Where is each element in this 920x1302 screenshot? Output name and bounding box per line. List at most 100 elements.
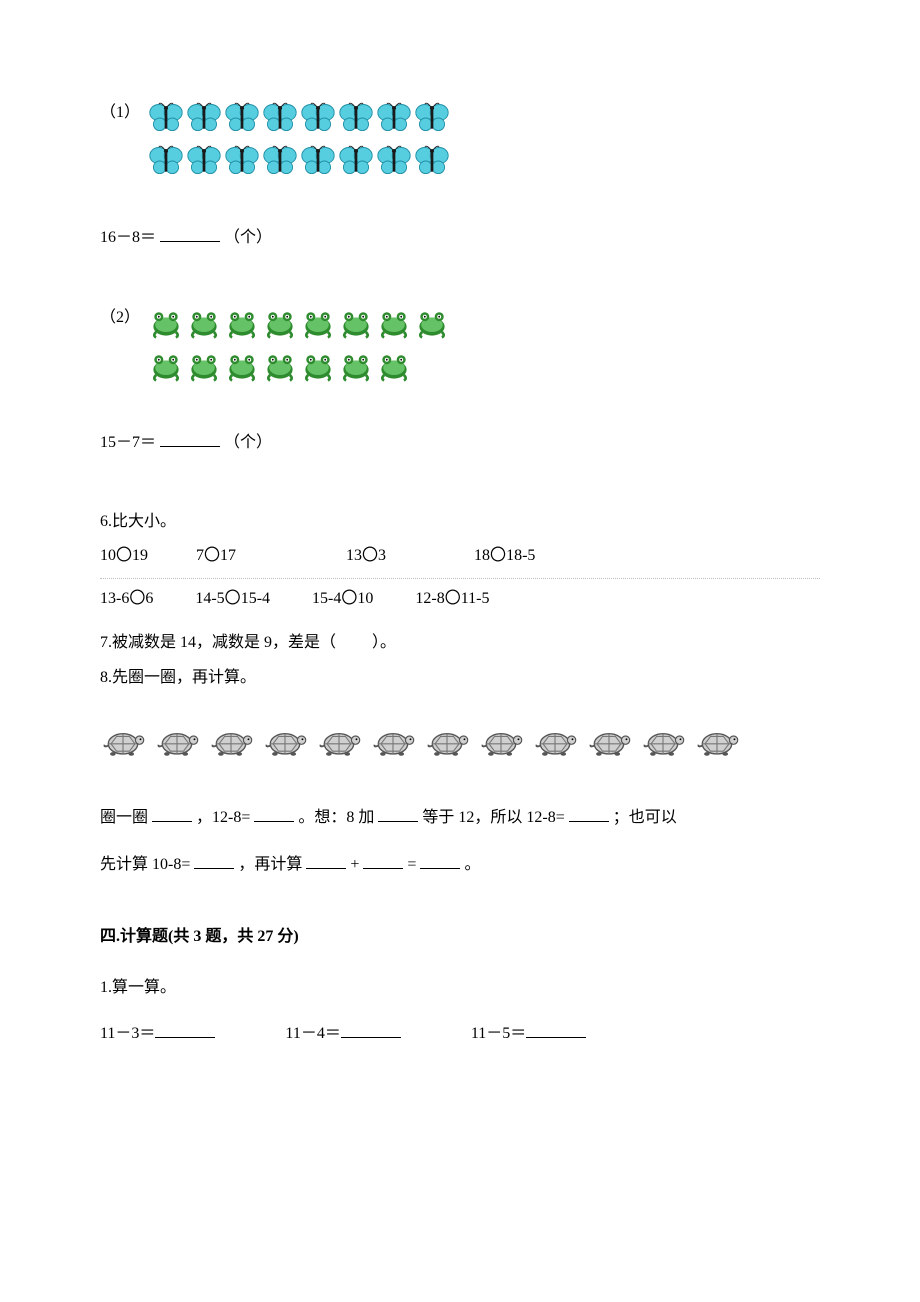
turtle-icon: [532, 719, 578, 770]
q8-blank6[interactable]: [306, 852, 346, 869]
q7-line: 7.被减数是 14，减数是 9，差是（ ）。: [100, 625, 820, 660]
compare-item: 7〇17: [196, 540, 236, 572]
compare-right: 3: [378, 547, 386, 564]
compare-left: 13-6: [100, 590, 129, 607]
butterfly-icon: [300, 143, 336, 184]
q8-l2d: =: [407, 856, 416, 873]
frog-row: [148, 348, 450, 389]
q6-row2: 13-6〇614-5〇15-415-4〇1012-8〇11-5: [100, 583, 820, 615]
butterfly-icon: [262, 143, 298, 184]
frog-icon: [376, 348, 412, 389]
compare-right: 10: [357, 590, 373, 607]
turtle-icon: [154, 719, 200, 770]
frog-icon: [414, 305, 450, 346]
section4-title: 四.计算题(共 3 题，共 27 分): [100, 922, 820, 946]
calc-blank[interactable]: [526, 1021, 586, 1038]
compare-right: 15-4: [241, 590, 270, 607]
frog-icon: [186, 348, 222, 389]
frog-grid: [148, 305, 450, 391]
compare-left: 12-8: [415, 590, 444, 607]
q7-text-b: ）。: [372, 634, 396, 651]
q5-eq2-unit: （个）: [224, 434, 272, 451]
calc-blank[interactable]: [341, 1021, 401, 1038]
compare-circle[interactable]: 〇: [225, 583, 241, 615]
butterfly-row: [148, 143, 450, 184]
compare-item: 13〇3: [346, 540, 386, 572]
q8-blank5[interactable]: [194, 852, 234, 869]
q8-blank3[interactable]: [378, 805, 418, 822]
frog-icon: [262, 348, 298, 389]
q5-part2: （2）: [100, 305, 820, 391]
turtle-icon: [640, 719, 686, 770]
butterfly-icon: [186, 100, 222, 141]
q8-blank7[interactable]: [363, 852, 403, 869]
compare-left: 14-5: [195, 590, 224, 607]
q8-l2e: 。: [464, 856, 480, 873]
q8-blank8[interactable]: [420, 852, 460, 869]
butterfly-row: [148, 100, 450, 141]
calc-item: 11－5＝: [471, 1025, 586, 1042]
compare-circle[interactable]: 〇: [129, 583, 145, 615]
butterfly-icon: [224, 100, 260, 141]
compare-right: 6: [145, 590, 153, 607]
q5-eq2-blank[interactable]: [160, 430, 220, 447]
compare-item: 13-6〇6: [100, 583, 153, 615]
frog-icon: [300, 348, 336, 389]
section4-q1-title: 1.算一算。: [100, 970, 820, 1005]
q8-l1c: 。想：8 加: [298, 809, 374, 826]
butterfly-icon: [376, 143, 412, 184]
butterfly-icon: [414, 100, 450, 141]
turtle-icon: [316, 719, 362, 770]
compare-circle[interactable]: 〇: [490, 540, 506, 572]
butterfly-icon: [376, 100, 412, 141]
q5-part2-label: （2）: [100, 305, 140, 331]
frog-icon: [148, 348, 184, 389]
q5-eq2: 15－7＝ （个）: [100, 425, 820, 460]
compare-circle[interactable]: 〇: [445, 583, 461, 615]
q8-title: 8.先圈一圈，再计算。: [100, 660, 820, 695]
turtle-icon: [370, 719, 416, 770]
q5-eq1-blank[interactable]: [160, 225, 220, 242]
compare-right: 19: [132, 547, 148, 564]
compare-circle[interactable]: 〇: [362, 540, 378, 572]
turtle-icon: [478, 719, 524, 770]
q8-l2a: 先计算 10-8=: [100, 856, 190, 873]
compare-left: 15-4: [312, 590, 341, 607]
calc-item: 11－3＝: [100, 1025, 215, 1042]
q5-part1-label: （1）: [100, 100, 140, 126]
dotted-separator: [100, 578, 820, 579]
calc-expr: 11－4＝: [285, 1025, 340, 1042]
section4-q1-items: 11－3＝ 11－4＝ 11－5＝: [100, 1016, 820, 1051]
frog-icon: [224, 305, 260, 346]
q5-eq1-prefix: 16－8＝: [100, 229, 156, 246]
turtle-icon: [208, 719, 254, 770]
butterfly-icon: [414, 143, 450, 184]
q8-l2b: ，再计算: [238, 856, 302, 873]
compare-right: 11-5: [461, 590, 490, 607]
frog-icon: [148, 305, 184, 346]
frog-icon: [338, 305, 374, 346]
q8-blank1[interactable]: [152, 805, 192, 822]
q8-l1a: 圈一圈: [100, 809, 148, 826]
compare-item: 10〇19: [100, 540, 148, 572]
frog-icon: [186, 305, 222, 346]
compare-circle[interactable]: 〇: [341, 583, 357, 615]
compare-circle[interactable]: 〇: [204, 540, 220, 572]
calc-blank[interactable]: [155, 1021, 215, 1038]
q8-line1: 圈一圈 ，12-8= 。想：8 加 等于 12，所以 12-8= ；也可以: [100, 800, 820, 835]
calc-item: 11－4＝: [285, 1025, 400, 1042]
butterfly-icon: [338, 100, 374, 141]
compare-circle[interactable]: 〇: [116, 540, 132, 572]
q8-blank4[interactable]: [569, 805, 609, 822]
turtle-icon: [586, 719, 632, 770]
butterfly-icon: [300, 100, 336, 141]
turtle-icon: [694, 719, 740, 770]
compare-left: 13: [346, 547, 362, 564]
q8-l1d: 等于 12，所以 12-8=: [422, 809, 564, 826]
turtle-icon: [262, 719, 308, 770]
q6-title: 6.比大小。: [100, 504, 820, 539]
q7-text-a: 7.被减数是 14，减数是 9，差是（: [100, 634, 336, 651]
q8-l1b: ，12-8=: [196, 809, 250, 826]
q8-blank2[interactable]: [254, 805, 294, 822]
turtle-icon: [424, 719, 470, 770]
